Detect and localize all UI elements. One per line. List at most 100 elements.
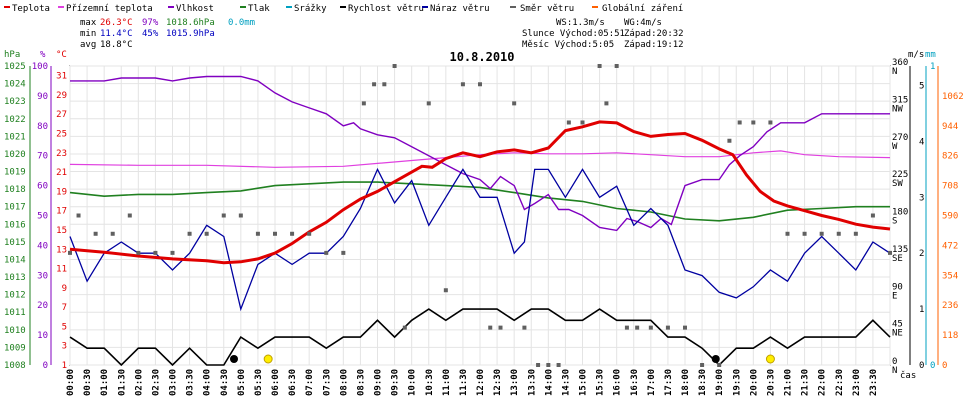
tick-time: 09:00 (374, 369, 384, 396)
tick-ms: 1 (919, 305, 924, 315)
tick-hpa: 1013 (4, 273, 26, 283)
tick-time: 20:00 (749, 369, 759, 396)
stat-max-hum: 97% (142, 18, 159, 28)
wind-dir-point (727, 138, 732, 143)
axis-header-ms: m/s (908, 50, 924, 60)
tick-degc: 31 (56, 72, 67, 82)
tick-hpa: 1008 (4, 361, 26, 371)
tick-time: 09:30 (391, 369, 401, 396)
tick-rad: 236 (942, 301, 958, 311)
series-gust (69, 167, 891, 312)
tick-hpa: 1009 (4, 343, 26, 353)
tick-pct: 60 (37, 182, 48, 192)
tick-time: 03:00 (169, 369, 179, 396)
wind-dir-point (512, 101, 517, 106)
tick-degc: 5 (62, 322, 67, 332)
tick-time: 16:00 (613, 369, 623, 396)
stat-max-press: 1018.6hPa (166, 18, 215, 28)
tick-dir-deg: 270 (892, 133, 908, 143)
tick-time: 17:00 (647, 369, 657, 396)
stat-min-hum: 45% (142, 29, 159, 39)
tick-dir-lbl: N (892, 366, 897, 376)
tick-time: 06:30 (288, 369, 298, 396)
tick-dir-lbl: N (892, 67, 897, 77)
wind-dir-point (93, 231, 98, 236)
wind-dir-point (546, 363, 551, 367)
tick-time: 08:30 (356, 369, 366, 396)
wind-dir-point (307, 231, 312, 236)
wind-dir-point (836, 231, 841, 236)
axis-header-hpa: hPa (4, 50, 20, 60)
tick-hpa: 1019 (4, 168, 26, 178)
tick-degc: 29 (56, 91, 67, 101)
series-pressure (69, 181, 890, 222)
x-ticks: 00:00 00:30 01:00 01:30 02:00 02:30 03:00 03:30… (66, 369, 879, 396)
tick-time: 02:00 (134, 369, 144, 396)
tick-time: 08:00 (339, 369, 349, 396)
wind-dir-point (635, 325, 640, 330)
legend-teplota: Teplota (12, 4, 50, 14)
tick-dir-lbl: W (892, 142, 898, 152)
tick-pct: 10 (37, 331, 48, 341)
tick-time: 17:30 (664, 369, 674, 396)
tick-time: 13:00 (510, 369, 520, 396)
axis-header-mm: mm (925, 50, 936, 60)
series-ground-temp (69, 150, 891, 168)
sun-icon (263, 354, 273, 364)
tick-degc: 9 (62, 284, 67, 294)
tick-time: 19:00 (715, 369, 725, 396)
tick-degc: 1 (62, 361, 67, 371)
wind-dir-point (273, 231, 277, 236)
wind-dir-point (324, 250, 329, 255)
tick-degc: 19 (56, 187, 67, 197)
tick-hpa: 1011 (4, 308, 26, 318)
tick-hpa: 1024 (4, 80, 26, 90)
tick-rad: 472 (942, 241, 958, 251)
stat-min-label: min (80, 29, 96, 39)
tick-hpa: 1017 (4, 203, 26, 213)
wind-dir-point (498, 325, 503, 330)
tick-dir-deg: 45 (892, 320, 903, 330)
tick-pct: 90 (37, 92, 48, 102)
tick-hpa: 1014 (4, 255, 26, 265)
info-sun-rise: Slunce Východ:05:51 (522, 29, 625, 39)
tick-time: 00:00 (66, 369, 76, 396)
tick-degc: 17 (56, 207, 67, 217)
tick-hpa: 1022 (4, 115, 26, 125)
series (68, 64, 892, 367)
tick-mm: 1 (930, 62, 935, 72)
tick-dir-lbl: S (892, 217, 897, 227)
tick-time: 13:30 (527, 369, 537, 396)
tick-rad: 0 (942, 361, 947, 371)
tick-hpa: 1025 (4, 62, 26, 72)
tick-time: 10:00 (408, 369, 418, 396)
night-icon (711, 355, 720, 363)
tick-hpa: 1012 (4, 291, 26, 301)
legend-tlak: Tlak (248, 4, 270, 14)
wind-dir-point (478, 82, 482, 87)
wind-dir-point (127, 213, 132, 218)
wind-dir-point (785, 231, 790, 236)
info-moon-rise: Měsíc Východ:5:05 (522, 40, 614, 50)
wind-dir-point (68, 250, 72, 255)
tick-time: 16:30 (630, 369, 640, 396)
wind-dir-point (255, 231, 260, 236)
wind-dir-point (488, 325, 493, 330)
wind-dir-point (717, 363, 722, 367)
stat-avg-temp: 18.8°C (100, 40, 133, 50)
wind-dir-point (76, 213, 81, 218)
tick-pct: 80 (37, 122, 48, 132)
tick-ms: 5 (919, 82, 924, 92)
stat-min-press: 1015.9hPa (166, 29, 215, 39)
tick-degc: 11 (56, 265, 67, 275)
tick-time: 18:00 (681, 369, 691, 396)
tick-time: 15:00 (579, 369, 589, 396)
wind-dir-point (204, 231, 209, 236)
tick-time: 06:00 (271, 369, 281, 396)
legend-rychlost: Rychlost větru (348, 4, 424, 14)
tick-rad: 354 (942, 271, 958, 281)
tick-pct: 0 (43, 361, 48, 371)
wind-dir-point (522, 325, 527, 330)
tick-hpa: 1016 (4, 220, 26, 230)
